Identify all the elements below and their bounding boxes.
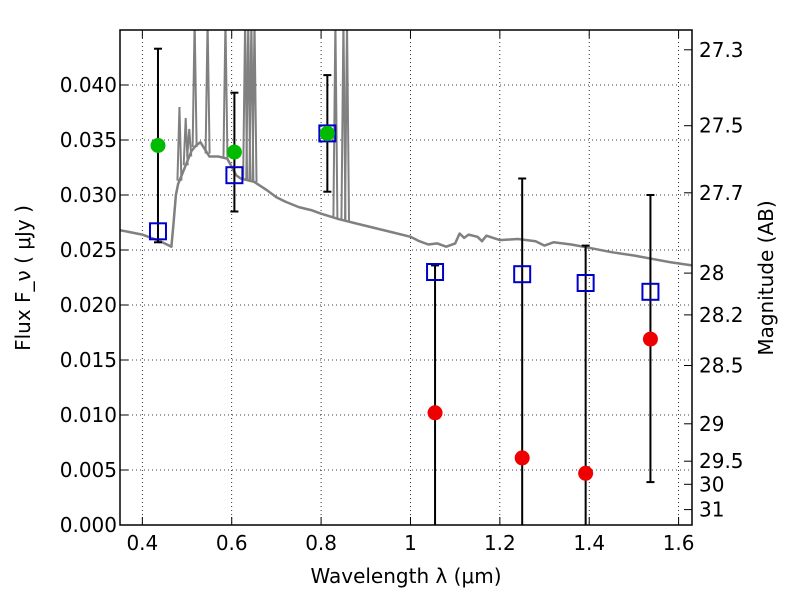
spectrum-spike xyxy=(182,117,189,166)
model-flux-box xyxy=(148,222,167,241)
x-axis-title: Wavelength λ (μm) xyxy=(310,564,501,588)
magnitude-tick-label: 27.5 xyxy=(699,114,744,138)
observed-flux-point xyxy=(150,138,166,153)
magnitude-tick-label: 31 xyxy=(699,498,724,522)
y-tick-label: 0.000 xyxy=(60,513,117,537)
y-tick-label: 0.015 xyxy=(60,348,117,372)
y-tick-label: 0.005 xyxy=(60,458,117,482)
magnitude-tick-label: 28.2 xyxy=(699,303,744,327)
observed-flux-point xyxy=(319,125,335,141)
model-flux-box xyxy=(513,265,532,284)
plot-frame xyxy=(119,29,693,526)
magnitude-tick-label: 28 xyxy=(699,261,724,285)
x-tick-label: 1 xyxy=(404,531,417,555)
spectrum-spike xyxy=(344,30,351,222)
y-tick-label: 0.030 xyxy=(60,183,117,207)
observed-upper-limit-point xyxy=(642,331,658,347)
model-flux-box xyxy=(426,263,445,281)
spectrum-spike xyxy=(191,30,198,148)
x-tick-label: 0.4 xyxy=(126,531,158,555)
x-tick-label: 1.6 xyxy=(663,531,695,555)
spectrum-spike xyxy=(186,128,193,157)
observed-flux-point xyxy=(226,144,242,160)
x-tick-label: 0.8 xyxy=(305,531,337,555)
y-axis-title-right: Magnitude (AB) xyxy=(754,200,778,355)
y-tick-label: 0.040 xyxy=(60,73,117,97)
spectrum-spike xyxy=(204,30,211,154)
model-flux-box xyxy=(576,274,595,292)
plot-area xyxy=(120,30,692,525)
model-spectrum-line xyxy=(120,140,692,267)
spectrum-spike xyxy=(251,30,258,183)
y-tick-label: 0.025 xyxy=(60,238,117,262)
y-tick-label: 0.010 xyxy=(60,403,117,427)
magnitude-tick-label: 29 xyxy=(699,412,724,436)
spectrum-spike xyxy=(332,30,339,219)
y-tick-label: 0.020 xyxy=(60,293,117,317)
model-flux-box xyxy=(318,124,337,143)
axis-ticks: 0.4 0.6 0.8 1 1.2 1.4 1.6 0.000 0.005 0.010 0.015 0… xyxy=(60,30,744,555)
model-flux-box xyxy=(641,282,660,301)
observed-upper-limit-point xyxy=(578,465,594,481)
x-tick-label: 1.2 xyxy=(484,531,516,555)
spectrum-spike xyxy=(176,106,183,181)
observed-upper-limit-point xyxy=(427,405,443,421)
model-flux-box xyxy=(225,166,244,185)
observed-upper-limit-point xyxy=(514,450,530,466)
magnitude-tick-label: 27.7 xyxy=(699,181,744,205)
y-axis-title-left: Flux F_ν ( μJy ) xyxy=(11,205,35,351)
y-tick-label: 0.035 xyxy=(60,128,117,152)
x-tick-label: 0.6 xyxy=(216,531,248,555)
spectrum-spike xyxy=(222,30,229,159)
magnitude-tick-label: 27.3 xyxy=(699,38,744,62)
x-tick-label: 1.4 xyxy=(573,531,605,555)
magnitude-tick-label: 28.5 xyxy=(699,354,744,378)
magnitude-tick-label: 30 xyxy=(699,472,724,496)
magnitude-tick-label: 29.5 xyxy=(699,449,744,473)
